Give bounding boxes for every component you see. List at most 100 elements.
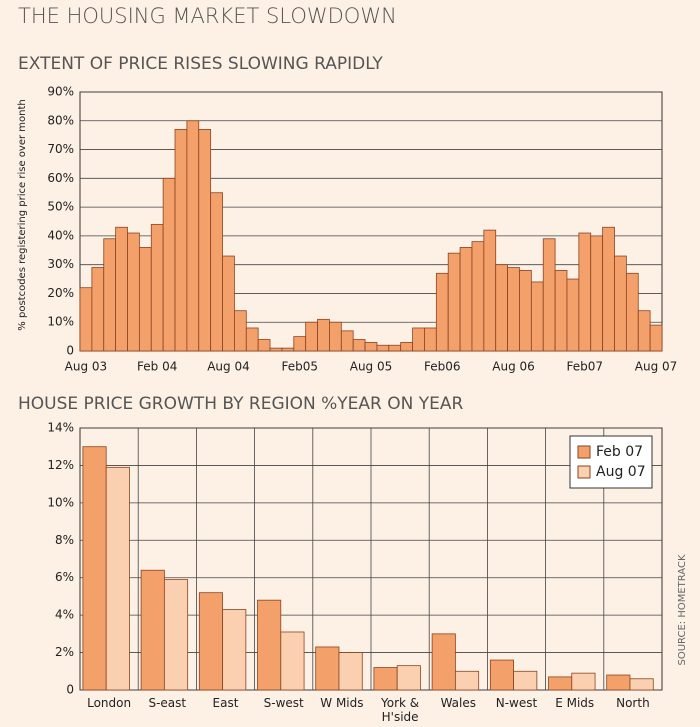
x-tick-label: Aug 05 [350, 360, 393, 374]
x-tick-label: Feb07 [567, 360, 604, 374]
bar [234, 310, 247, 352]
x-tick-label: London [87, 696, 132, 710]
bar [530, 281, 544, 352]
bar [338, 652, 363, 691]
bar [614, 255, 627, 352]
bar [127, 232, 140, 352]
bar [257, 339, 271, 352]
bar [629, 678, 654, 691]
bar [280, 631, 305, 691]
legend-swatch [577, 465, 591, 479]
source: SOURCE: HOMETRACK [677, 554, 688, 665]
y-tick-label: 10% [47, 315, 74, 329]
y-tick-label: 6% [55, 570, 74, 584]
bar [373, 667, 398, 691]
bar [578, 232, 592, 352]
x-tick-label: East [212, 696, 239, 710]
legend-swatch [577, 445, 591, 459]
bar [649, 324, 663, 352]
bar [257, 599, 282, 691]
y-tick-label: 80% [47, 113, 74, 127]
bar [571, 672, 596, 691]
bar [606, 674, 631, 691]
bar [340, 330, 354, 352]
bar [548, 676, 573, 691]
bar [471, 241, 485, 352]
x-tick-label: S-west [263, 696, 304, 710]
x-tick-label: Feb 04 [137, 360, 177, 374]
bar [103, 238, 117, 352]
y-tick-label: 10% [47, 495, 74, 509]
chart-title: EXTENT OF PRICE RISES SLOWING RAPIDLY [18, 54, 383, 74]
y-tick-label: 30% [47, 257, 74, 271]
bar [554, 270, 568, 352]
bar [138, 246, 152, 352]
legend-label: Feb 07 [596, 444, 643, 460]
bar [91, 267, 105, 352]
bar [542, 238, 556, 352]
bar [396, 665, 421, 691]
y-tick-label: 60% [47, 171, 74, 185]
y-tick-label: 8% [55, 533, 74, 547]
bar [329, 321, 342, 352]
bar [424, 327, 437, 352]
bar [198, 129, 212, 352]
bar [495, 264, 508, 352]
bar [566, 278, 580, 352]
x-tick-label: North [616, 696, 650, 710]
y-tick-label: 2% [55, 645, 74, 659]
bar [186, 120, 200, 352]
bar [459, 246, 473, 352]
y-tick-label: 20% [47, 286, 74, 300]
bar [435, 272, 449, 352]
bar [150, 223, 164, 352]
bar [222, 609, 247, 691]
bar [162, 177, 176, 352]
bar [447, 252, 461, 352]
x-tick-label: Aug 04 [207, 360, 250, 374]
y-tick-label: 40% [47, 228, 74, 242]
x-tick-label: Aug 06 [492, 360, 535, 374]
y-tick-label: 14% [47, 421, 74, 435]
bar [174, 129, 188, 352]
bar [82, 446, 107, 691]
x-tick-label: Wales [440, 696, 476, 710]
x-tick-label: W Mids [320, 696, 364, 710]
x-tick-label: Feb06 [424, 360, 461, 374]
bar [222, 255, 235, 352]
bar [602, 226, 615, 352]
chart-title: HOUSE PRICE GROWTH BY REGION %YEAR ON YE… [18, 394, 464, 414]
bar [388, 344, 402, 352]
legend-box [569, 435, 653, 489]
bar [281, 347, 295, 352]
bar [245, 327, 259, 352]
bar [625, 272, 639, 352]
x-tick-label: S-east [148, 696, 187, 710]
legend-label: Aug 07 [596, 464, 646, 480]
bar [364, 341, 378, 352]
bar [513, 670, 538, 691]
bar [293, 336, 307, 352]
bar [352, 339, 366, 352]
y-tick-label: 50% [47, 200, 74, 214]
bar [412, 327, 425, 352]
x-tick-label: York & H'side [381, 696, 420, 724]
y-axis-label: % postcodes registering price rise over … [17, 99, 28, 330]
x-tick-label: Feb05 [281, 360, 318, 374]
bar [198, 592, 223, 691]
bar [590, 235, 604, 352]
y-tick-label: 4% [55, 608, 74, 622]
bar [376, 344, 390, 352]
bar [115, 226, 128, 352]
bar [269, 347, 283, 352]
bar [315, 646, 340, 691]
x-tick-label: Aug 07 [635, 360, 678, 374]
y-tick-label: 0 [66, 683, 74, 697]
bar [79, 287, 93, 352]
bar [637, 310, 651, 352]
bar [210, 192, 223, 352]
bar [483, 229, 497, 352]
x-tick-label: E Mids [555, 696, 595, 710]
